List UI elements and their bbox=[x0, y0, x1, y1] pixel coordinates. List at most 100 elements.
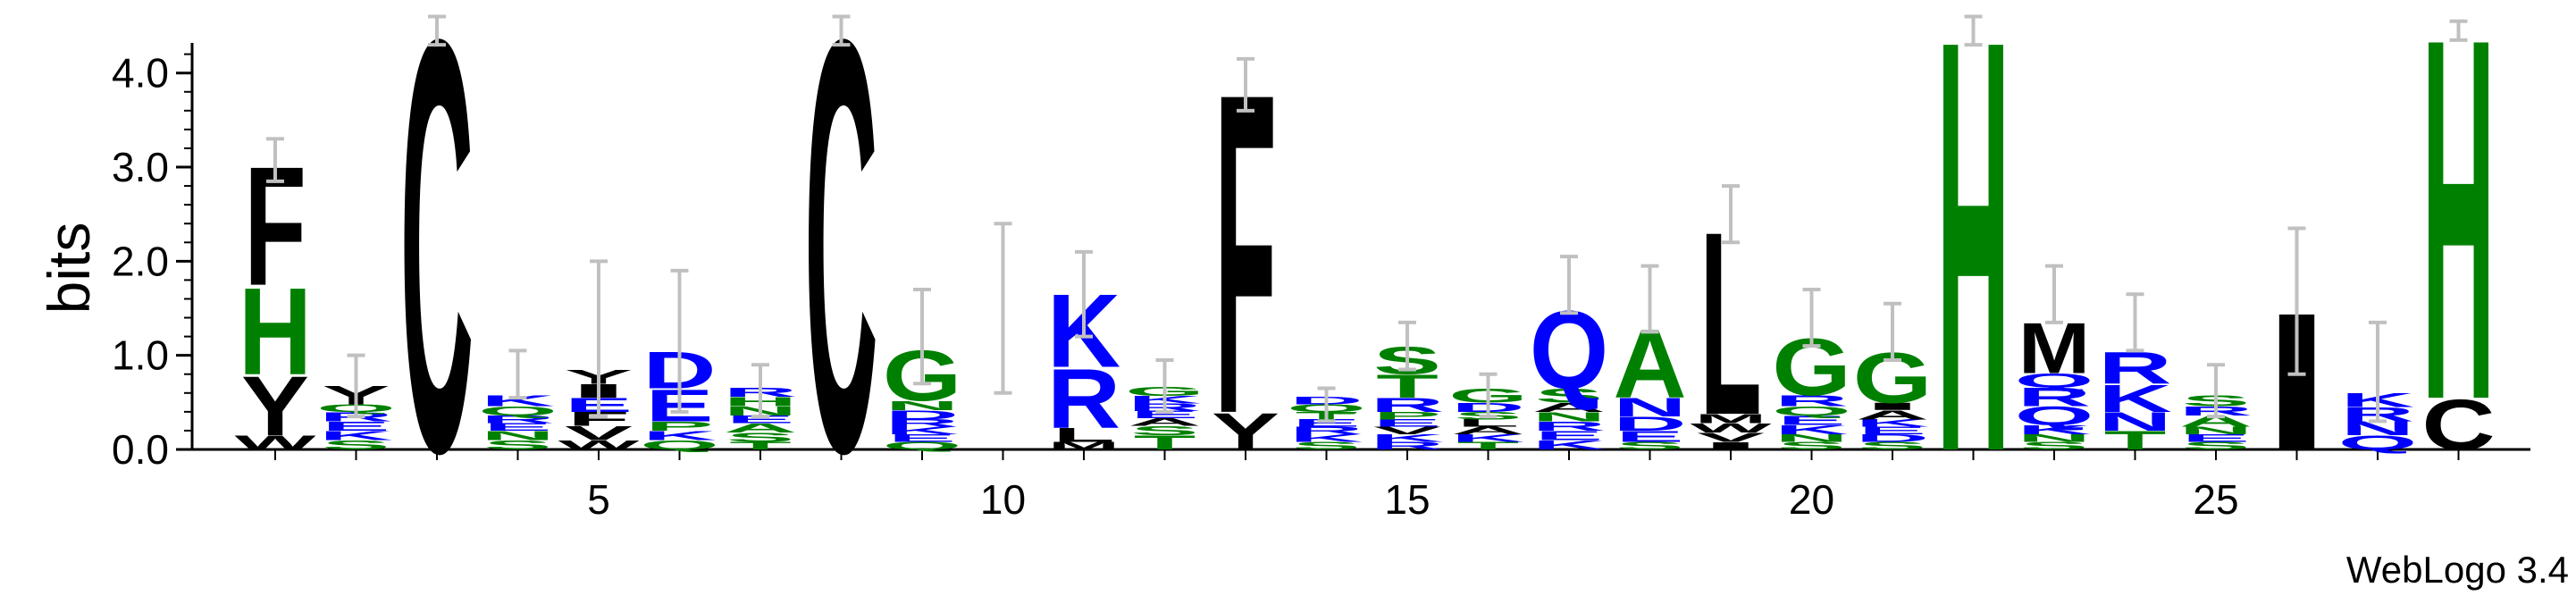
residue-H: H bbox=[1936, 0, 2010, 575]
residue-T: T bbox=[1376, 368, 1439, 405]
logo-letter: K bbox=[2018, 423, 2091, 437]
logo-letter: S bbox=[2182, 441, 2250, 452]
residue-A: A bbox=[724, 421, 797, 435]
error-bar bbox=[1722, 184, 1740, 245]
residue-S: S bbox=[1535, 385, 1603, 407]
x-tick-label: 15 bbox=[1384, 476, 1430, 523]
residue-N: N bbox=[1613, 393, 1686, 423]
logo-letter: Q bbox=[1772, 404, 1851, 418]
logo-letter: A bbox=[1532, 400, 1606, 415]
error-bar bbox=[994, 222, 1012, 395]
residue-R: R bbox=[481, 414, 554, 425]
weblogo-credit: WebLogo 3.4 bbox=[2346, 549, 2569, 591]
x-tick-label: 25 bbox=[2193, 476, 2238, 523]
residue-E: E bbox=[1131, 409, 1199, 421]
residue-D: D bbox=[885, 407, 959, 422]
logo-letter: R bbox=[1047, 352, 1120, 447]
logo-letter: Q bbox=[883, 441, 962, 452]
residue-K: K bbox=[1532, 438, 1606, 452]
logo-letter: E bbox=[1778, 414, 1846, 428]
residue-H: H bbox=[239, 262, 312, 400]
residue-P: P bbox=[1373, 410, 1441, 422]
logo-letter: N bbox=[1532, 409, 1606, 424]
residue-I: I bbox=[1859, 400, 1926, 412]
residue-N: N bbox=[885, 399, 959, 413]
y-tick-label: 1.0 bbox=[112, 332, 169, 379]
logo-letter: A bbox=[1451, 425, 1524, 437]
residue-R: R bbox=[1532, 419, 1606, 433]
residue-K: K bbox=[1289, 432, 1363, 444]
error-bar bbox=[913, 287, 931, 386]
residue-N: N bbox=[1775, 432, 1848, 444]
logo-letter: K bbox=[481, 392, 554, 410]
residue-S: S bbox=[1859, 441, 1926, 452]
error-bar bbox=[2207, 363, 2225, 419]
logo-letter: E bbox=[1293, 417, 1361, 429]
logo-letter: E bbox=[323, 419, 390, 433]
logo-letter: E bbox=[1535, 428, 1603, 442]
residue-E: E bbox=[1616, 428, 1684, 446]
residue-K: K bbox=[319, 428, 392, 442]
logo-letter: N bbox=[1613, 393, 1686, 423]
residue-K: K bbox=[885, 425, 959, 437]
logo-letter: N bbox=[2018, 432, 2091, 444]
logo-letter: K bbox=[319, 428, 392, 442]
residue-P: P bbox=[646, 419, 714, 433]
residue-C: C bbox=[400, 0, 474, 575]
error-bar bbox=[266, 137, 284, 183]
residue-N: N bbox=[1532, 409, 1606, 424]
logo-letter: N bbox=[885, 399, 959, 413]
error-bar bbox=[670, 268, 689, 414]
logo-letter: H bbox=[239, 262, 312, 400]
residue-C: C bbox=[2421, 384, 2495, 465]
residue-M: M bbox=[1048, 440, 1120, 451]
logo-letter: A bbox=[2179, 413, 2253, 431]
logo-letter: W bbox=[1690, 421, 1772, 435]
residue-S: S bbox=[1616, 441, 1684, 452]
y-tick-label: 4.0 bbox=[112, 50, 169, 97]
logo-letter: D bbox=[1856, 432, 1929, 444]
logo-letter: A bbox=[724, 421, 797, 435]
logo-letter: C bbox=[400, 0, 474, 575]
logo-letter: Q bbox=[2015, 401, 2094, 431]
y-tick-group: 0.0 1.0 2.0 3.0 4.0 bbox=[112, 50, 192, 473]
logo-letter: R bbox=[2018, 382, 2091, 412]
residue-Y: Y bbox=[241, 359, 309, 454]
logo-error-bars bbox=[266, 14, 2468, 424]
logo-letter: I bbox=[1697, 440, 1765, 451]
residue-A: A bbox=[1128, 416, 1201, 428]
logo-letter: R bbox=[1371, 394, 1444, 416]
residue-W: W bbox=[1690, 421, 1772, 435]
logo-letter: E bbox=[1373, 417, 1441, 429]
error-bar bbox=[1884, 301, 1901, 362]
error-bar bbox=[428, 14, 446, 47]
residue-R: R bbox=[1047, 352, 1120, 447]
logo-letter: Q bbox=[478, 404, 558, 418]
residue-N: N bbox=[481, 428, 554, 442]
error-bar bbox=[1640, 264, 1659, 334]
logo-letter: S bbox=[1535, 385, 1603, 407]
residue-N: N bbox=[2018, 432, 2091, 444]
error-bar bbox=[1075, 249, 1093, 339]
residue-R: R bbox=[1775, 392, 1848, 410]
error-bar bbox=[2369, 320, 2387, 424]
logo-letter: A bbox=[1128, 416, 1201, 428]
logo-letter: T bbox=[1134, 432, 1196, 453]
logo-letter: T bbox=[729, 441, 792, 452]
logo-letter: D bbox=[1613, 413, 1686, 434]
y-tick-label: 3.0 bbox=[112, 144, 169, 190]
residue-S: S bbox=[2020, 441, 2088, 452]
error-bar bbox=[751, 363, 769, 419]
residue-Q: Q bbox=[1772, 404, 1851, 418]
error-bar bbox=[832, 14, 851, 47]
logo-letter: S bbox=[2020, 441, 2088, 452]
residue-E: E bbox=[2182, 432, 2250, 444]
logo-letter: L bbox=[1457, 417, 1520, 429]
logo-letter: R bbox=[1371, 441, 1444, 452]
residue-R: R bbox=[1289, 425, 1363, 437]
logo-letter: S bbox=[1616, 441, 1684, 452]
residue-W: W bbox=[234, 432, 315, 453]
error-bar bbox=[2287, 226, 2306, 376]
logo-letter: R bbox=[481, 414, 554, 425]
